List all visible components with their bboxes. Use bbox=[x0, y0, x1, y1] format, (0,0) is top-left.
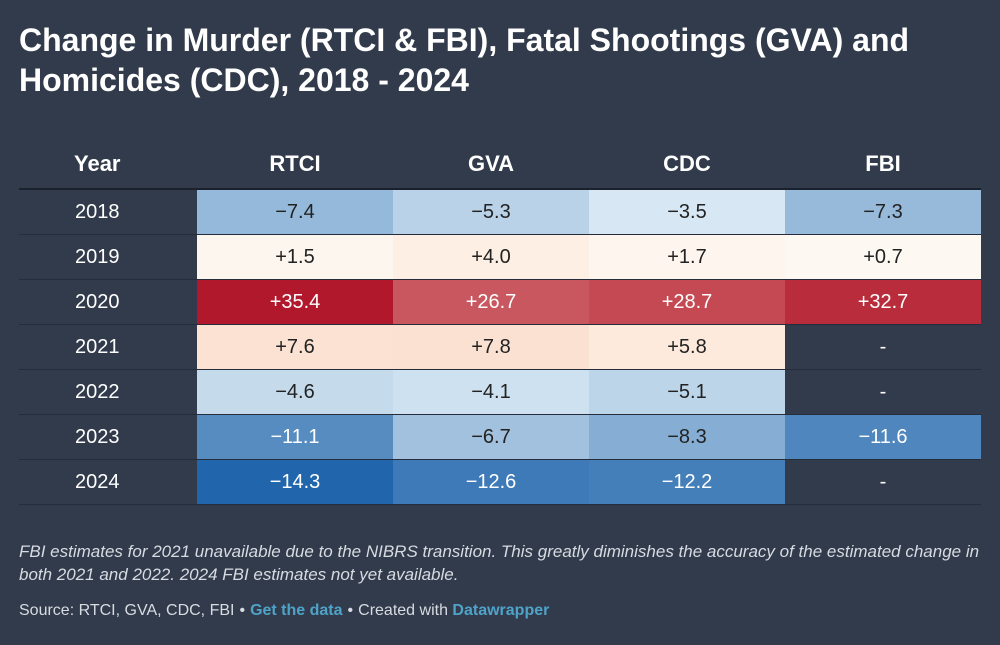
heat-cell-gva: −12.6 bbox=[393, 459, 589, 505]
table-row: 2018 −7.4 −5.3 −3.5 −7.3 bbox=[19, 189, 981, 235]
heat-cell-gva: +4.0 bbox=[393, 234, 589, 280]
table-row: 2021 +7.6 +7.8 +5.8- bbox=[19, 324, 981, 370]
footnote: FBI estimates for 2021 unavailable due t… bbox=[19, 542, 980, 584]
heat-cell-gva: −5.3 bbox=[393, 189, 589, 235]
heat-cell-fbi: +0.7 bbox=[785, 234, 981, 280]
table-row: 2024 −14.3 −12.6 −12.2- bbox=[19, 459, 981, 505]
heat-cell-fbi: - bbox=[785, 369, 981, 415]
heat-cell-cdc: +5.8 bbox=[589, 324, 785, 370]
source-separator: • bbox=[347, 602, 354, 619]
column-header-cdc[interactable]: CDC bbox=[589, 140, 785, 190]
heat-cell-cdc: +1.7 bbox=[589, 234, 785, 280]
created-with-text: Created with bbox=[358, 602, 448, 619]
year-cell: 2024 bbox=[19, 459, 197, 505]
column-header-fbi[interactable]: FBI bbox=[785, 140, 981, 190]
heat-cell-rtci: +7.6 bbox=[197, 324, 393, 370]
year-cell: 2018 bbox=[19, 189, 197, 235]
source-text: Source: RTCI, GVA, CDC, FBI bbox=[19, 602, 235, 619]
heat-cell-cdc: −8.3 bbox=[589, 414, 785, 460]
header-row: Year RTCI GVA CDC FBI bbox=[19, 140, 981, 190]
heat-cell-gva: +26.7 bbox=[393, 279, 589, 325]
heat-cell-cdc: +28.7 bbox=[589, 279, 785, 325]
source-separator: • bbox=[239, 602, 246, 619]
heat-cell-rtci: −7.4 bbox=[197, 189, 393, 235]
heat-cell-rtci: −11.1 bbox=[197, 414, 393, 460]
year-cell: 2019 bbox=[19, 234, 197, 280]
heat-cell-fbi: +32.7 bbox=[785, 279, 981, 325]
year-cell: 2020 bbox=[19, 279, 197, 325]
heat-cell-fbi: - bbox=[785, 324, 981, 370]
heat-cell-fbi: −11.6 bbox=[785, 414, 981, 460]
heat-cell-gva: −4.1 bbox=[393, 369, 589, 415]
heat-cell-rtci: −4.6 bbox=[197, 369, 393, 415]
heatmap-table: Year RTCI GVA CDC FBI 2018 −7.4 −5.3 −3.5 −7… bbox=[19, 140, 981, 505]
year-cell: 2022 bbox=[19, 369, 197, 415]
heat-cell-rtci: −14.3 bbox=[197, 459, 393, 505]
get-the-data-link[interactable]: Get the data bbox=[250, 602, 343, 619]
heat-cell-cdc: −3.5 bbox=[589, 189, 785, 235]
heat-cell-fbi: −7.3 bbox=[785, 189, 981, 235]
heat-cell-cdc: −5.1 bbox=[589, 369, 785, 415]
heat-cell-fbi: - bbox=[785, 459, 981, 505]
source-line: Source: RTCI, GVA, CDC, FBI • Get the data… bbox=[19, 602, 549, 620]
table-row: 2023 −11.1 −6.7 −8.3 −11.6 bbox=[19, 414, 981, 460]
heat-cell-rtci: +1.5 bbox=[197, 234, 393, 280]
heat-cell-gva: −6.7 bbox=[393, 414, 589, 460]
column-header-rtci[interactable]: RTCI bbox=[197, 140, 393, 190]
heat-cell-cdc: −12.2 bbox=[589, 459, 785, 505]
datawrapper-link[interactable]: Datawrapper bbox=[452, 602, 550, 619]
column-header-gva[interactable]: GVA bbox=[393, 140, 589, 190]
year-cell: 2023 bbox=[19, 414, 197, 460]
table-body: 2018 −7.4 −5.3 −3.5 −7.3 2019 +1.5 +4.0 +1.7 +0.7… bbox=[19, 189, 981, 505]
table-row: 2019 +1.5 +4.0 +1.7 +0.7 bbox=[19, 234, 981, 280]
year-cell: 2021 bbox=[19, 324, 197, 370]
table-row: 2022 −4.6 −4.1 −5.1- bbox=[19, 369, 981, 415]
table-row: 2020 +35.4 +26.7 +28.7 +32.7 bbox=[19, 279, 981, 325]
heat-cell-rtci: +35.4 bbox=[197, 279, 393, 325]
chart-title: Change in Murder (RTCI & FBI), Fatal Sho… bbox=[19, 22, 910, 98]
heat-cell-gva: +7.8 bbox=[393, 324, 589, 370]
column-header-year[interactable]: Year bbox=[19, 140, 197, 190]
